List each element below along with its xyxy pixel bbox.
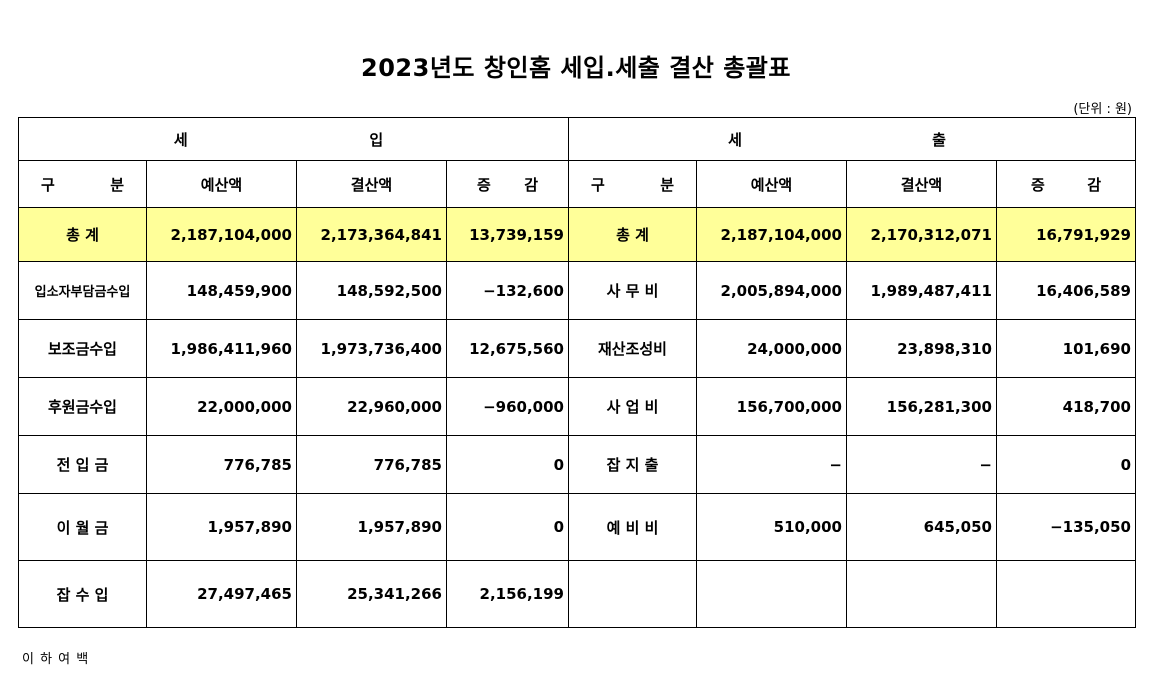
rev-budget: 148,459,900 (146, 261, 297, 320)
rev-diff: 0 (446, 493, 569, 561)
rev-settlement: 148,592,500 (296, 261, 447, 320)
column-header-row: 구 분 예산액 결산액 증 감 구 분 예산액 결산액 증 감 (18, 160, 1136, 208)
exp-settlement: 1,989,487,411 (846, 261, 997, 320)
page-title: 2023년도 창인홈 세입.세출 결산 총괄표 (361, 54, 791, 82)
exp-budget: 2,005,894,000 (696, 261, 847, 320)
header-char: 증 (477, 175, 491, 194)
rev-budget: 1,957,890 (146, 493, 297, 561)
rev-label: 보조금수입 (18, 319, 147, 378)
exp-settlement-header: 결산액 (846, 160, 997, 208)
rev-budget: 27,497,465 (146, 560, 297, 628)
expense-section-char: 출 (932, 130, 946, 149)
exp-total-label: 총 계 (568, 207, 697, 262)
exp-diff (996, 560, 1136, 628)
exp-diff: −135,050 (996, 493, 1136, 561)
header-char: 증 (1031, 175, 1045, 194)
header-char: 구 (41, 175, 55, 194)
exp-budget: − (696, 435, 847, 494)
exp-budget: 24,000,000 (696, 319, 847, 378)
rev-diff: 2,156,199 (446, 560, 569, 628)
rev-diff: −132,600 (446, 261, 569, 320)
exp-diff: 0 (996, 435, 1136, 494)
rev-label: 전 입 금 (18, 435, 147, 494)
expense-section-header: 세 출 (568, 117, 1136, 161)
exp-total-settlement: 2,170,312,071 (846, 207, 997, 262)
rev-diff-header: 증 감 (446, 160, 569, 208)
exp-label: 잡 지 출 (568, 435, 697, 494)
exp-settlement: 156,281,300 (846, 377, 997, 436)
exp-diff: 16,406,589 (996, 261, 1136, 320)
table-row: 이 월 금 1,957,890 1,957,890 0 예 비 비 510,00… (18, 493, 1136, 561)
exp-total-diff: 16,791,929 (996, 207, 1136, 262)
expense-section-char: 세 (728, 130, 742, 149)
footer-note: 이 하 여 백 (22, 652, 90, 667)
rev-settlement: 776,785 (296, 435, 447, 494)
rev-label: 이 월 금 (18, 493, 147, 561)
exp-budget (696, 560, 847, 628)
rev-diff: 0 (446, 435, 569, 494)
exp-label: 사 업 비 (568, 377, 697, 436)
header-char: 분 (660, 175, 674, 194)
rev-settlement: 1,957,890 (296, 493, 447, 561)
exp-diff: 418,700 (996, 377, 1136, 436)
table-row: 보조금수입 1,986,411,960 1,973,736,400 12,675… (18, 319, 1136, 378)
rev-label: 후원금수입 (18, 377, 147, 436)
exp-settlement: 23,898,310 (846, 319, 997, 378)
rev-settlement: 25,341,266 (296, 560, 447, 628)
rev-label: 입소자부담금수입 (18, 261, 147, 320)
rev-total-settlement: 2,173,364,841 (296, 207, 447, 262)
table-row: 잡 수 입 27,497,465 25,341,266 2,156,199 (18, 560, 1136, 628)
exp-budget: 510,000 (696, 493, 847, 561)
table-row: 입소자부담금수입 148,459,900 148,592,500 −132,60… (18, 261, 1136, 320)
rev-total-diff: 13,739,159 (446, 207, 569, 262)
rev-settlement-header: 결산액 (296, 160, 447, 208)
rev-budget: 776,785 (146, 435, 297, 494)
exp-category-header: 구 분 (568, 160, 697, 208)
header-char: 구 (591, 175, 605, 194)
exp-settlement (846, 560, 997, 628)
exp-label: 재산조성비 (568, 319, 697, 378)
exp-label: 사 무 비 (568, 261, 697, 320)
revenue-section-char: 입 (369, 130, 384, 149)
rev-settlement: 1,973,736,400 (296, 319, 447, 378)
rev-total-label: 총 계 (18, 207, 147, 262)
exp-budget: 156,700,000 (696, 377, 847, 436)
header-char: 감 (524, 175, 538, 194)
exp-settlement: 645,050 (846, 493, 997, 561)
header-char: 감 (1087, 175, 1101, 194)
exp-label (568, 560, 697, 628)
revenue-section-header: 세 입 (18, 117, 569, 161)
exp-diff-header: 증 감 (996, 160, 1136, 208)
exp-settlement: − (846, 435, 997, 494)
exp-total-budget: 2,187,104,000 (696, 207, 847, 262)
table-row: 후원금수입 22,000,000 22,960,000 −960,000 사 업… (18, 377, 1136, 436)
rev-label: 잡 수 입 (18, 560, 147, 628)
exp-label: 예 비 비 (568, 493, 697, 561)
rev-settlement: 22,960,000 (296, 377, 447, 436)
exp-budget-header: 예산액 (696, 160, 847, 208)
table-row: 전 입 금 776,785 776,785 0 잡 지 출 − − 0 (18, 435, 1136, 494)
rev-category-header: 구 분 (18, 160, 147, 208)
revenue-section-char: 세 (173, 130, 188, 149)
rev-diff: 12,675,560 (446, 319, 569, 378)
rev-budget: 1,986,411,960 (146, 319, 297, 378)
header-char: 분 (110, 175, 124, 194)
rev-budget: 22,000,000 (146, 377, 297, 436)
total-row: 총 계 2,187,104,000 2,173,364,841 13,739,1… (18, 207, 1136, 262)
rev-budget-header: 예산액 (146, 160, 297, 208)
unit-label: (단위 : 원) (1073, 102, 1132, 117)
settlement-table: 세 입 세 출 구 분 예산액 결산액 증 감 구 (18, 117, 1136, 628)
rev-total-budget: 2,187,104,000 (146, 207, 297, 262)
rev-diff: −960,000 (446, 377, 569, 436)
section-header-row: 세 입 세 출 (18, 117, 1136, 161)
exp-diff: 101,690 (996, 319, 1136, 378)
